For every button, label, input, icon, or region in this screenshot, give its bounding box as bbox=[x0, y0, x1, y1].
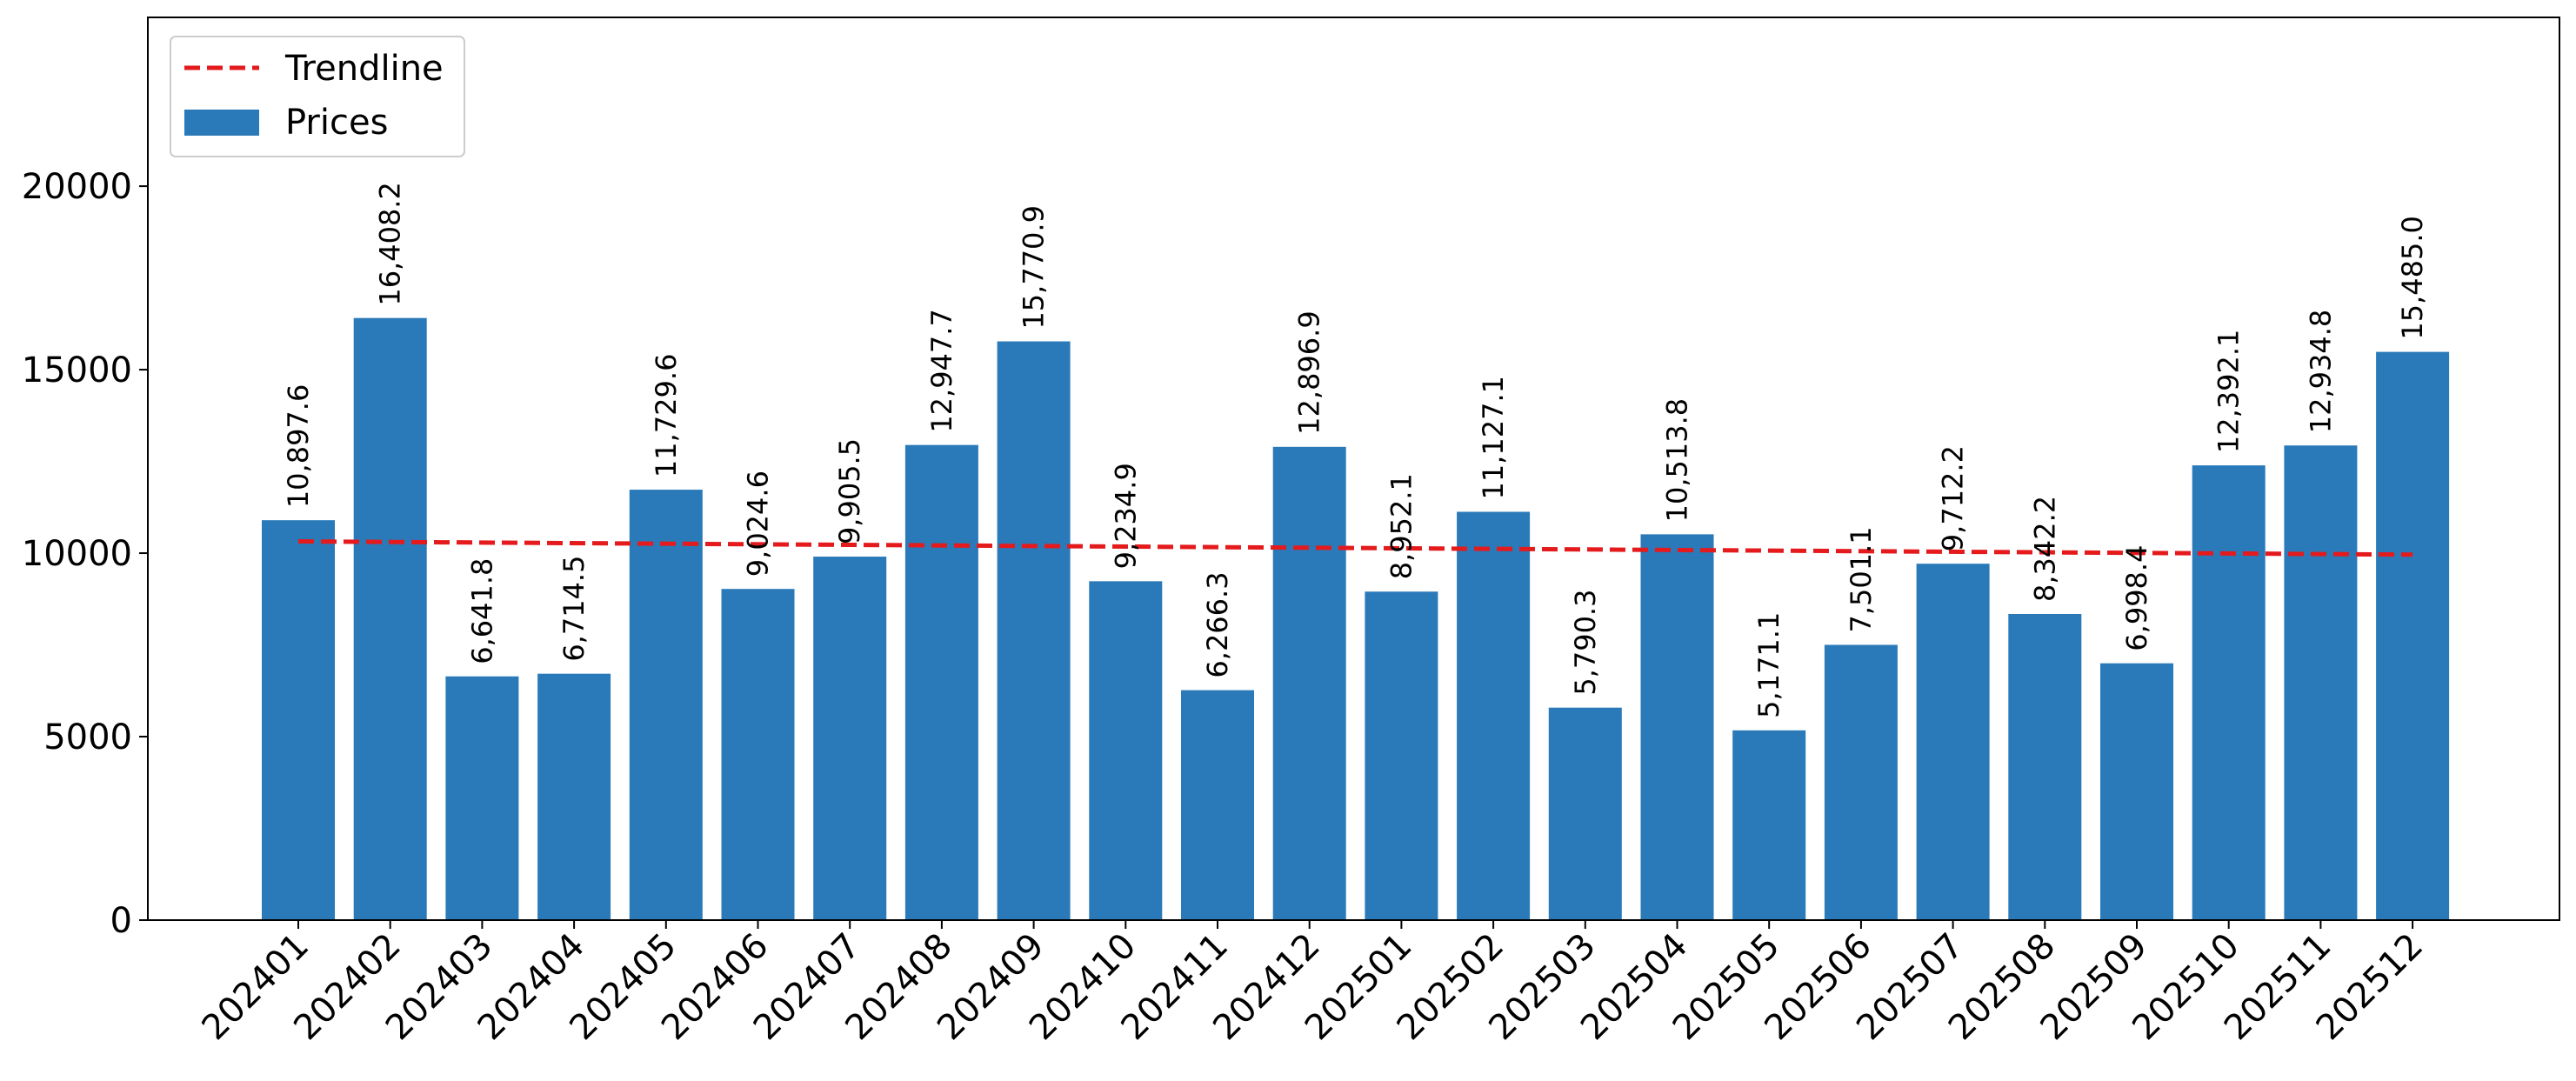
y-tick-label-0: 0 bbox=[110, 901, 132, 941]
trendline bbox=[297, 539, 2413, 557]
data-label-202505: 5,171.1 bbox=[1752, 612, 1785, 718]
bar-202510 bbox=[2192, 465, 2266, 920]
bar-202411 bbox=[1181, 690, 1254, 920]
data-label-202511: 12,934.8 bbox=[2304, 310, 2337, 434]
bar-202501 bbox=[1365, 591, 1438, 920]
bar-202405 bbox=[629, 490, 703, 920]
y-tick-label-15000: 15000 bbox=[22, 350, 132, 390]
data-label-202409: 15,770.9 bbox=[1018, 205, 1051, 330]
bar-202404 bbox=[537, 673, 611, 920]
data-label-202402: 16,408.2 bbox=[374, 182, 407, 306]
legend-prices-label: Prices bbox=[285, 103, 388, 143]
bar-202509 bbox=[2100, 663, 2173, 920]
bar-202507 bbox=[1916, 564, 1990, 920]
data-label-202512: 15,485.0 bbox=[2396, 216, 2429, 340]
data-label-202408: 12,947.7 bbox=[925, 309, 958, 433]
data-label-202501: 8,952.1 bbox=[1385, 473, 1418, 579]
plot-frame bbox=[147, 17, 2560, 921]
bar-labels-layer: 10,897.6 16,408.2 6,641.8 6,714.5 11,729.6 9,… bbox=[282, 182, 2429, 718]
data-label-202508: 8,342.2 bbox=[2028, 496, 2061, 602]
data-label-202510: 12,392.1 bbox=[2212, 330, 2246, 454]
data-label-202502: 11,127.1 bbox=[1477, 376, 1510, 500]
data-label-202509: 6,998.4 bbox=[2120, 545, 2153, 651]
y-tick-label-20000: 20000 bbox=[22, 167, 132, 207]
data-label-202411: 6,266.3 bbox=[1201, 571, 1234, 677]
data-label-202503: 5,790.3 bbox=[1569, 590, 1602, 696]
trendline-layer bbox=[297, 539, 2413, 557]
bar-202402 bbox=[353, 317, 427, 920]
bar-202503 bbox=[1548, 707, 1622, 920]
y-tick-label-5000: 5000 bbox=[43, 717, 132, 757]
bar-202506 bbox=[1824, 644, 1898, 920]
bar-202408 bbox=[904, 444, 978, 920]
bar-202504 bbox=[1640, 534, 1714, 920]
bars-layer bbox=[262, 317, 2450, 921]
bar-202407 bbox=[813, 557, 887, 920]
bar-202409 bbox=[997, 341, 1071, 921]
data-label-202403: 6,641.8 bbox=[465, 558, 498, 664]
bar-202505 bbox=[1732, 730, 1806, 920]
data-label-202412: 12,896.9 bbox=[1293, 310, 1326, 435]
data-label-202406: 9,024.6 bbox=[742, 470, 775, 577]
data-label-202507: 9,712.2 bbox=[1937, 445, 1970, 551]
bar-202512 bbox=[2376, 351, 2450, 921]
bar-202502 bbox=[1457, 511, 1531, 920]
legend-prices-swatch bbox=[184, 110, 259, 136]
data-label-202504: 10,513.8 bbox=[1661, 398, 1694, 523]
legend-trendline-label: Trendline bbox=[284, 49, 444, 89]
bar-202410 bbox=[1089, 581, 1163, 920]
data-label-202407: 9,905.5 bbox=[833, 438, 866, 544]
bar-202508 bbox=[2008, 613, 2082, 920]
bar-202401 bbox=[262, 520, 335, 920]
data-label-202404: 6,714.5 bbox=[557, 556, 591, 662]
bar-202412 bbox=[1272, 446, 1346, 920]
y-tick-label-10000: 10000 bbox=[22, 534, 132, 574]
bar-202406 bbox=[721, 589, 795, 920]
bar-202403 bbox=[445, 676, 519, 920]
legend: Trendline Prices bbox=[170, 36, 465, 157]
data-label-202410: 9,234.9 bbox=[1109, 463, 1142, 569]
bar-202511 bbox=[2284, 445, 2358, 920]
data-label-202405: 11,729.6 bbox=[650, 354, 683, 478]
data-label-202506: 7,501.1 bbox=[1845, 526, 1878, 632]
data-label-202401: 10,897.6 bbox=[282, 384, 315, 509]
